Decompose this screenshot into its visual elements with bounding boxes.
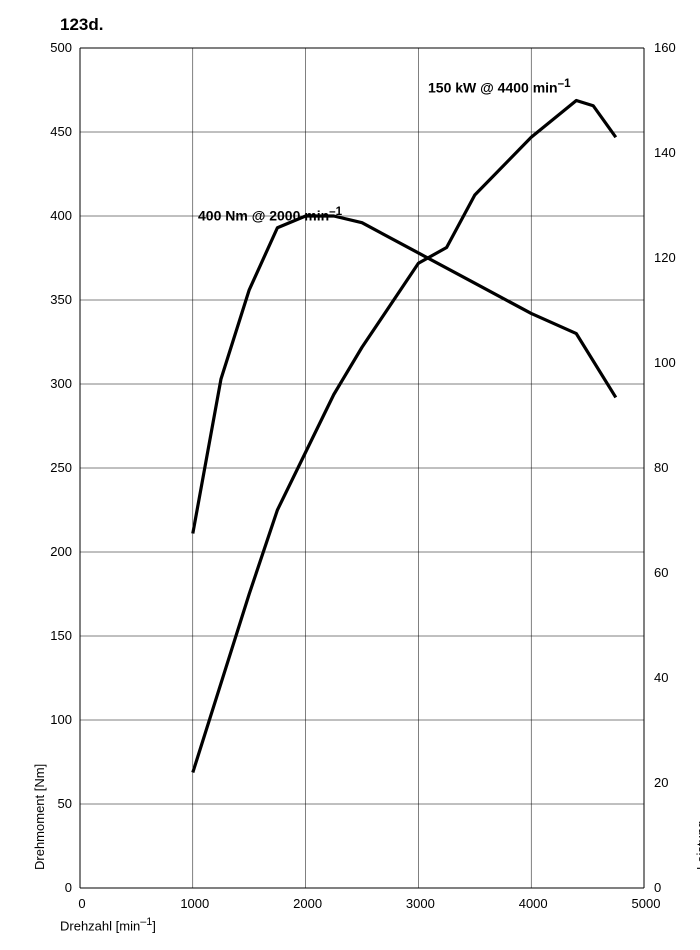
y-right-tick: 100 [654, 355, 676, 370]
x-tick: 3000 [400, 896, 440, 911]
x-tick: 2000 [288, 896, 328, 911]
y-right-tick: 160 [654, 40, 676, 55]
y-left-tick: 100 [50, 712, 72, 727]
y-right-tick: 80 [654, 460, 668, 475]
x-tick: 5000 [626, 896, 666, 911]
y-left-tick: 50 [58, 796, 72, 811]
chart-svg [0, 0, 700, 950]
y-left-tick: 250 [50, 460, 72, 475]
y-right-tick: 140 [654, 145, 676, 160]
y-right-tick: 40 [654, 670, 668, 685]
y-left-tick: 150 [50, 628, 72, 643]
y-right-tick: 20 [654, 775, 668, 790]
y-right-tick: 0 [654, 880, 661, 895]
x-tick: 4000 [513, 896, 553, 911]
y-right-tick: 120 [654, 250, 676, 265]
y-left-tick: 350 [50, 292, 72, 307]
y-left-tick: 200 [50, 544, 72, 559]
y-left-tick: 300 [50, 376, 72, 391]
y-left-tick: 0 [65, 880, 72, 895]
x-tick: 0 [62, 896, 102, 911]
y-right-tick: 60 [654, 565, 668, 580]
y-left-tick: 450 [50, 124, 72, 139]
y-left-tick: 400 [50, 208, 72, 223]
y-left-tick: 500 [50, 40, 72, 55]
x-tick: 1000 [175, 896, 215, 911]
